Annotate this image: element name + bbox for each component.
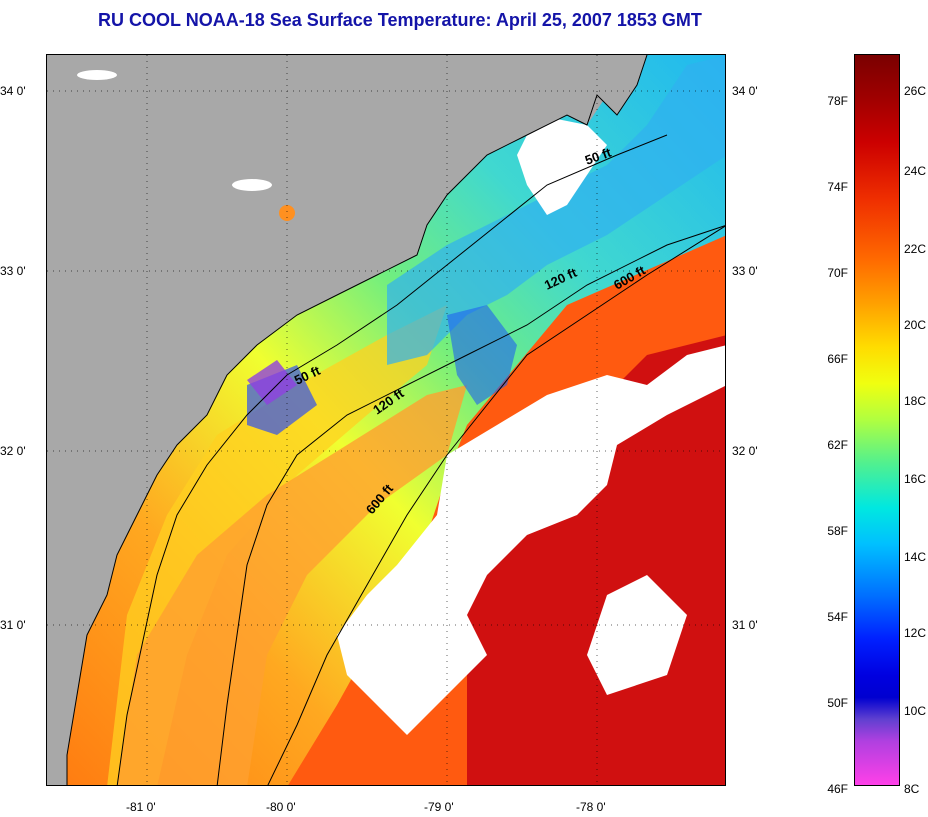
colorbar-celsius-label: 12C [904, 626, 927, 640]
colorbar-celsius-label: 8C [904, 782, 920, 796]
colorbar-celsius-label: 26C [904, 84, 927, 98]
inland-patch-2 [279, 205, 295, 221]
latitude-label: 34 0' [0, 84, 26, 98]
colorbar-celsius-label: 18C [904, 394, 927, 408]
coastal-orange-band [117, 385, 467, 785]
map-title: RU COOL NOAA-18 Sea Surface Temperature:… [98, 10, 702, 30]
colorbar-fahrenheit-label: 50F [827, 696, 848, 710]
colorbar-fahrenheit-label: 62F [827, 438, 848, 452]
longitude-label: -78 0' [576, 800, 606, 814]
longitude-label: -80 0' [266, 800, 296, 814]
latitude-label-right: 32 0' [732, 444, 758, 458]
lat-lon-grid [47, 55, 725, 785]
cool-water-patch-2 [447, 305, 517, 405]
purple-patch [247, 360, 297, 405]
colorbar-celsius-label: 22C [904, 242, 927, 256]
sst-map-canvas: 50 ft 120 ft 600 ft 50 ft 120 ft 600 ft [47, 55, 725, 785]
colorbar-fahrenheit-label: 66F [827, 352, 848, 366]
colorbar-fahrenheit-label: 78F [827, 94, 848, 108]
contour-50ft [116, 134, 668, 785]
coastline [66, 55, 648, 785]
cloud-region-central [337, 345, 725, 735]
colorbar-celsius-label: 16C [904, 472, 927, 486]
colorbar-celsius-label: 24C [904, 164, 927, 178]
colorbar-fahrenheit-label: 74F [827, 180, 848, 194]
latitude-label-right: 33 0' [732, 264, 758, 278]
colorbar-celsius-label: 14C [904, 550, 927, 564]
longitude-label: -81 0' [126, 800, 156, 814]
colorbar-fahrenheit-label: 58F [827, 524, 848, 538]
contour-120ft [216, 225, 725, 785]
latitude-label: 32 0' [0, 444, 26, 458]
cloud-region-south [587, 575, 687, 695]
land-mass [47, 55, 607, 785]
inland-patch-3 [77, 70, 117, 80]
colorbar-fahrenheit-label: 54F [827, 610, 848, 624]
colorbar-fahrenheit-label: 70F [827, 266, 848, 280]
cloud-region-north [517, 115, 607, 215]
sst-map: 50 ft 120 ft 600 ft 50 ft 120 ft 600 ft [46, 54, 726, 786]
latitude-label-right: 34 0' [732, 84, 758, 98]
temperature-colorbar [854, 54, 900, 786]
longitude-label: -79 0' [424, 800, 454, 814]
inland-patch-1 [232, 179, 272, 191]
colorbar-celsius-label: 10C [904, 704, 927, 718]
latitude-label: 31 0' [0, 618, 26, 632]
contour-600ft [267, 225, 725, 785]
colorbar-fahrenheit-label: 46F [827, 782, 848, 796]
latitude-label-right: 31 0' [732, 618, 758, 632]
latitude-label: 33 0' [0, 264, 26, 278]
colorbar-celsius-label: 20C [904, 318, 927, 332]
